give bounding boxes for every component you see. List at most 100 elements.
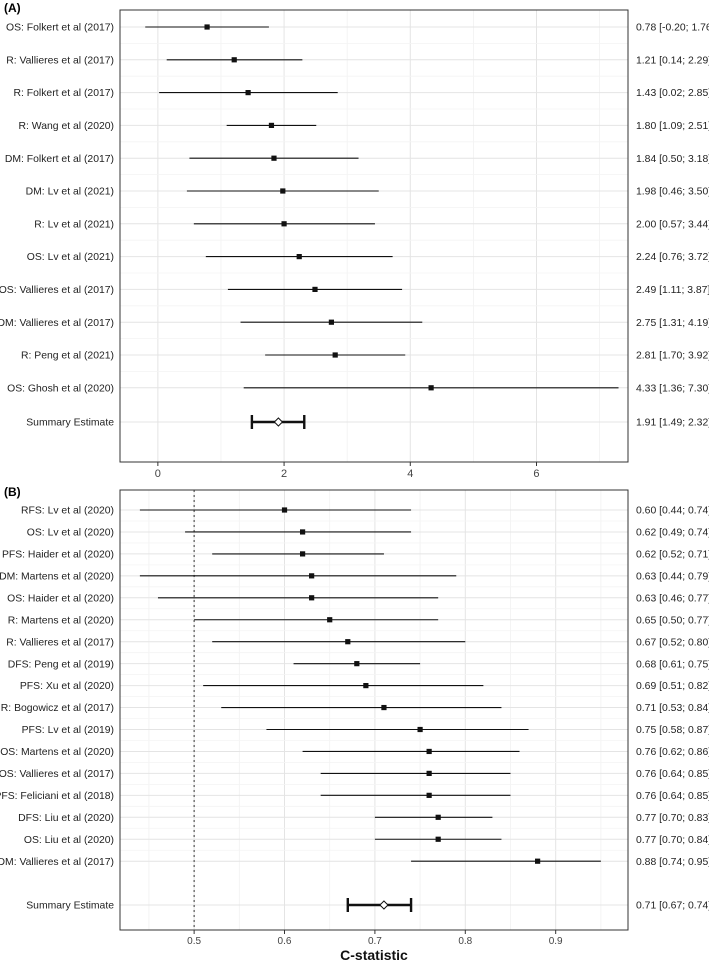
study-label: R: Lv et al (2021) bbox=[34, 219, 114, 230]
x-tick-label: 0.9 bbox=[549, 936, 563, 947]
ci-value-label: 1.80 [1.09; 2.51] bbox=[636, 121, 709, 132]
panel-label: (B) bbox=[4, 485, 21, 499]
ci-value-label: 0.76 [0.62; 0.86] bbox=[636, 747, 709, 758]
x-tick-label: 0.8 bbox=[458, 936, 472, 947]
study-label: OS: Haider et al (2020) bbox=[7, 593, 114, 604]
ci-value-label: 4.33 [1.36; 7.30] bbox=[636, 383, 709, 394]
point-estimate bbox=[309, 595, 315, 601]
point-estimate bbox=[426, 792, 432, 798]
study-label: DM: Folkert et al (2017) bbox=[5, 154, 114, 165]
ci-value-label: 2.49 [1.11; 3.87] bbox=[636, 285, 709, 296]
point-estimate bbox=[345, 639, 351, 645]
study-label: DM: Martens et al (2020) bbox=[0, 571, 114, 582]
ci-value-label: 1.21 [0.14; 2.29] bbox=[636, 55, 709, 66]
point-estimate bbox=[299, 551, 306, 557]
x-tick-label: 6 bbox=[533, 468, 539, 480]
ci-value-label: 0.76 [0.64; 0.85] bbox=[636, 769, 709, 780]
ci-value-label: 0.62 [0.49; 0.74] bbox=[636, 528, 709, 539]
ci-value-label: 0.76 [0.64; 0.85] bbox=[636, 791, 709, 802]
point-estimate bbox=[417, 726, 423, 733]
panel-label: (A) bbox=[4, 1, 21, 15]
ci-value-label: 0.68 [0.61; 0.75] bbox=[636, 659, 709, 670]
forest-panel-a: (A) OS: Folkert et al (2017) 0.78 [-0.20; … bbox=[0, 1, 709, 507]
summary-label: Summary Estimate bbox=[26, 418, 114, 429]
point-estimate bbox=[281, 221, 287, 227]
study-label: OS: Liu et al (2020) bbox=[24, 835, 114, 846]
summary-diamond bbox=[379, 900, 389, 910]
study-label: DFS: Liu et al (2020) bbox=[18, 813, 114, 824]
plot-background bbox=[120, 490, 628, 930]
x-axis-title: C-statistic bbox=[340, 947, 408, 962]
point-estimate bbox=[231, 57, 237, 63]
point-estimate bbox=[296, 254, 302, 260]
ci-value-label: 0.77 [0.70; 0.84] bbox=[636, 835, 709, 846]
x-tick-label: 4 bbox=[407, 468, 413, 480]
plot-border bbox=[119, 9, 629, 463]
ci-value-label: 2.00 [0.57; 3.44] bbox=[636, 219, 709, 230]
point-estimate bbox=[354, 661, 360, 667]
plot-background bbox=[120, 10, 628, 462]
plot-border bbox=[119, 489, 629, 931]
study-label: R: Vallieres et al (2017) bbox=[6, 637, 114, 648]
summary-diamond bbox=[273, 417, 284, 427]
x-tick-label: 0 bbox=[155, 468, 161, 480]
point-estimate bbox=[245, 90, 251, 96]
point-estimate bbox=[268, 122, 275, 128]
study-label: OS: Lv et al (2020) bbox=[27, 528, 114, 539]
point-estimate bbox=[312, 286, 318, 292]
study-label: OS: Lv et al (2021) bbox=[27, 252, 114, 263]
point-estimate bbox=[204, 24, 210, 30]
point-estimate bbox=[327, 617, 333, 623]
ci-value-label: 1.43 [0.02; 2.85] bbox=[636, 88, 709, 99]
point-estimate bbox=[381, 704, 387, 711]
point-estimate bbox=[426, 748, 432, 755]
ci-value-label: 0.63 [0.46; 0.77] bbox=[636, 593, 709, 604]
summary-label: Summary Estimate bbox=[26, 901, 114, 912]
ci-value-label: 0.65 [0.50; 0.77] bbox=[636, 615, 709, 626]
study-label: PFS: Feliciani et al (2018) bbox=[0, 791, 114, 802]
ci-value-label: 0.78 [-0.20; 1.76] bbox=[636, 23, 709, 34]
x-tick-label: 0.5 bbox=[187, 936, 201, 947]
study-label: DM: Lv et al (2021) bbox=[26, 187, 114, 198]
point-estimate bbox=[299, 529, 306, 535]
point-estimate bbox=[428, 385, 434, 391]
study-label: OS: Vallieres et al (2017) bbox=[0, 769, 114, 780]
ci-value-label: 0.77 [0.70; 0.83] bbox=[636, 813, 709, 824]
study-label: PFS: Xu et al (2020) bbox=[20, 681, 114, 692]
ci-value-label: 0.69 [0.51; 0.82] bbox=[636, 681, 709, 692]
point-estimate bbox=[280, 188, 286, 194]
study-label: OS: Martens et al (2020) bbox=[0, 747, 114, 758]
study-label: OS: Folkert et al (2017) bbox=[6, 23, 114, 34]
x-tick-label: 0.6 bbox=[278, 936, 292, 947]
ci-value-label: 0.67 [0.52; 0.80] bbox=[636, 637, 709, 648]
point-estimate bbox=[363, 683, 369, 689]
study-label: R: Vallieres et al (2017) bbox=[6, 55, 114, 66]
point-estimate bbox=[535, 858, 541, 864]
study-label: DM: Vallieres et al (2017) bbox=[0, 857, 114, 868]
study-label: OS: Ghosh et al (2020) bbox=[7, 383, 114, 394]
ci-value-label: 2.81 [1.70; 3.92] bbox=[636, 351, 709, 362]
ci-value-label: 1.98 [0.46; 3.50] bbox=[636, 187, 709, 198]
study-label: RFS: Lv et al (2020) bbox=[21, 506, 114, 517]
ci-value-label: 0.63 [0.44; 0.79] bbox=[636, 571, 709, 582]
summary-ci-value-label: 0.71 [0.67; 0.74] bbox=[636, 901, 709, 912]
study-label: DFS: Peng et al (2019) bbox=[8, 659, 114, 670]
point-estimate bbox=[426, 770, 432, 776]
ci-value-label: 0.62 [0.52; 0.71] bbox=[636, 550, 709, 561]
point-estimate bbox=[271, 155, 277, 161]
study-label: OS: Vallieres et al (2017) bbox=[0, 285, 114, 296]
point-estimate bbox=[435, 836, 441, 842]
study-label: PFS: Lv et al (2019) bbox=[22, 725, 114, 736]
ci-value-label: 0.71 [0.53; 0.84] bbox=[636, 703, 709, 714]
ci-value-label: 1.84 [0.50; 3.18] bbox=[636, 154, 709, 165]
ci-value-label: 0.60 [0.44; 0.74] bbox=[636, 506, 709, 517]
forest-panel-b: (B)RFS: Lv et al (2020) 0.60 [0.44; 0.74]… bbox=[0, 485, 709, 962]
summary-ci-value-label: 1.91 [1.49; 2.32] bbox=[636, 418, 709, 429]
study-label: R: Peng et al (2021) bbox=[21, 351, 114, 362]
ci-value-label: 0.75 [0.58; 0.87] bbox=[636, 725, 709, 736]
study-label: R: Folkert et al (2017) bbox=[14, 88, 114, 99]
point-estimate bbox=[328, 319, 335, 325]
point-estimate bbox=[281, 507, 288, 513]
x-tick-label: 2 bbox=[281, 468, 287, 480]
